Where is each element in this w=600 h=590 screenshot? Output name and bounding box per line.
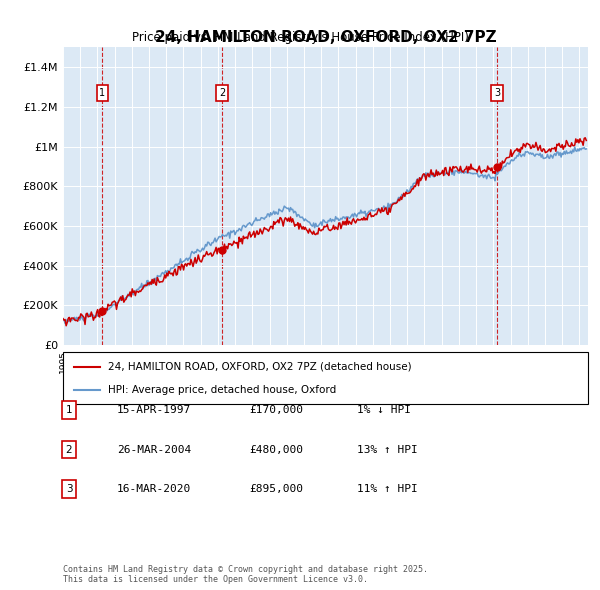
Text: 15-APR-1997: 15-APR-1997 [117, 405, 191, 415]
Text: HPI: Average price, detached house, Oxford: HPI: Average price, detached house, Oxfo… [107, 385, 336, 395]
Text: £895,000: £895,000 [249, 484, 303, 494]
Text: 2: 2 [219, 88, 225, 98]
Text: 1: 1 [100, 88, 106, 98]
Text: 3: 3 [494, 88, 500, 98]
Text: £480,000: £480,000 [249, 445, 303, 454]
Text: 24, HAMILTON ROAD, OXFORD, OX2 7PZ (detached house): 24, HAMILTON ROAD, OXFORD, OX2 7PZ (deta… [107, 362, 411, 372]
Text: 13% ↑ HPI: 13% ↑ HPI [357, 445, 418, 454]
Title: 24, HAMILTON ROAD, OXFORD, OX2 7PZ: 24, HAMILTON ROAD, OXFORD, OX2 7PZ [155, 30, 496, 45]
Text: £170,000: £170,000 [249, 405, 303, 415]
Text: 1: 1 [65, 405, 73, 415]
Text: 11% ↑ HPI: 11% ↑ HPI [357, 484, 418, 494]
Text: Contains HM Land Registry data © Crown copyright and database right 2025.
This d: Contains HM Land Registry data © Crown c… [63, 565, 428, 584]
Text: 2: 2 [65, 445, 73, 454]
Text: 1% ↓ HPI: 1% ↓ HPI [357, 405, 411, 415]
Text: 3: 3 [65, 484, 73, 494]
Text: 16-MAR-2020: 16-MAR-2020 [117, 484, 191, 494]
Text: Price paid vs. HM Land Registry's House Price Index (HPI): Price paid vs. HM Land Registry's House … [131, 31, 469, 44]
Text: 26-MAR-2004: 26-MAR-2004 [117, 445, 191, 454]
